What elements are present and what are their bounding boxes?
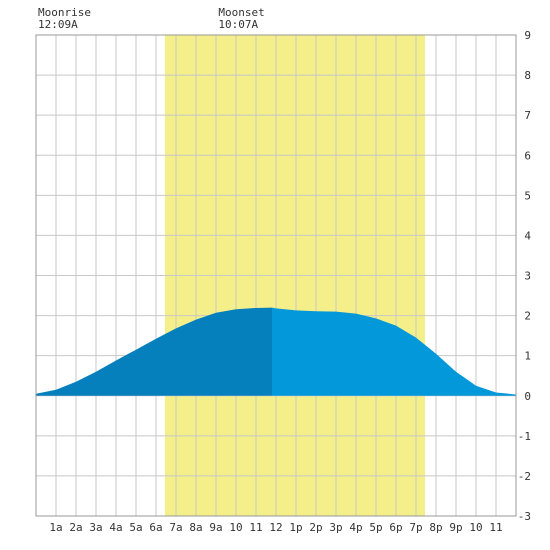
tide-area-after-moonset [272, 307, 516, 396]
x-tick-label-13: 2p [309, 521, 322, 534]
x-tick-label-3: 4a [109, 521, 122, 534]
y-tick-label-0: -3 [518, 510, 531, 523]
moonset-time: 10:07A [218, 18, 258, 31]
grid-lines [36, 34, 516, 517]
moonset-label: Moonset [218, 6, 264, 19]
y-axis-labels: -3 -2 -1 0 1 2 3 4 5 6 7 8 9 [518, 29, 532, 523]
y-tick-label-8: 5 [524, 189, 531, 202]
y-tick-label-9: 6 [524, 149, 531, 162]
y-tick-label-5: 2 [524, 310, 531, 323]
y-tick-label-6: 3 [524, 270, 531, 283]
x-tick-label-7: 8a [189, 521, 202, 534]
x-tick-label-19: 8p [429, 521, 442, 534]
y-tick-label-4: 1 [524, 350, 531, 363]
y-tick-label-12: 9 [524, 29, 531, 42]
x-tick-label-1: 2a [69, 521, 82, 534]
x-tick-label-8: 9a [209, 521, 222, 534]
x-tick-label-2: 3a [89, 521, 102, 534]
x-tick-label-20: 9p [449, 521, 462, 534]
x-tick-label-10: 11 [249, 521, 262, 534]
x-tick-label-14: 3p [329, 521, 342, 534]
x-tick-label-17: 6p [389, 521, 402, 534]
x-tick-label-22: 11 [489, 521, 502, 534]
y-tick-label-10: 7 [524, 109, 531, 122]
x-tick-label-18: 7p [409, 521, 422, 534]
y-tick-label-7: 4 [524, 229, 531, 242]
x-tick-label-5: 6a [149, 521, 162, 534]
moonrise-label: Moonrise [38, 6, 91, 19]
x-tick-label-9: 10 [229, 521, 242, 534]
x-tick-label-21: 10 [469, 521, 482, 534]
x-tick-label-0: 1a [49, 521, 62, 534]
y-tick-label-3: 0 [524, 390, 531, 403]
y-tick-label-1: -2 [518, 470, 531, 483]
y-tick-label-2: -1 [518, 430, 531, 443]
x-tick-label-6: 7a [169, 521, 182, 534]
x-tick-label-12: 1p [289, 521, 302, 534]
x-tick-label-4: 5a [129, 521, 142, 534]
tide-area-before-moonset [36, 307, 272, 396]
y-tick-label-11: 8 [524, 69, 531, 82]
x-tick-label-15: 4p [349, 521, 362, 534]
x-axis-labels: 1a 2a 3a 4a 5a 6a 7a 8a 9a 10 11 12 1p 2p 3p 4p 5p 6p 7p 8p… [49, 521, 502, 534]
x-tick-label-11: 12 [269, 521, 282, 534]
moonrise-time: 12:09A [38, 18, 78, 31]
plot-frame [35, 34, 517, 517]
x-tick-label-16: 5p [369, 521, 382, 534]
